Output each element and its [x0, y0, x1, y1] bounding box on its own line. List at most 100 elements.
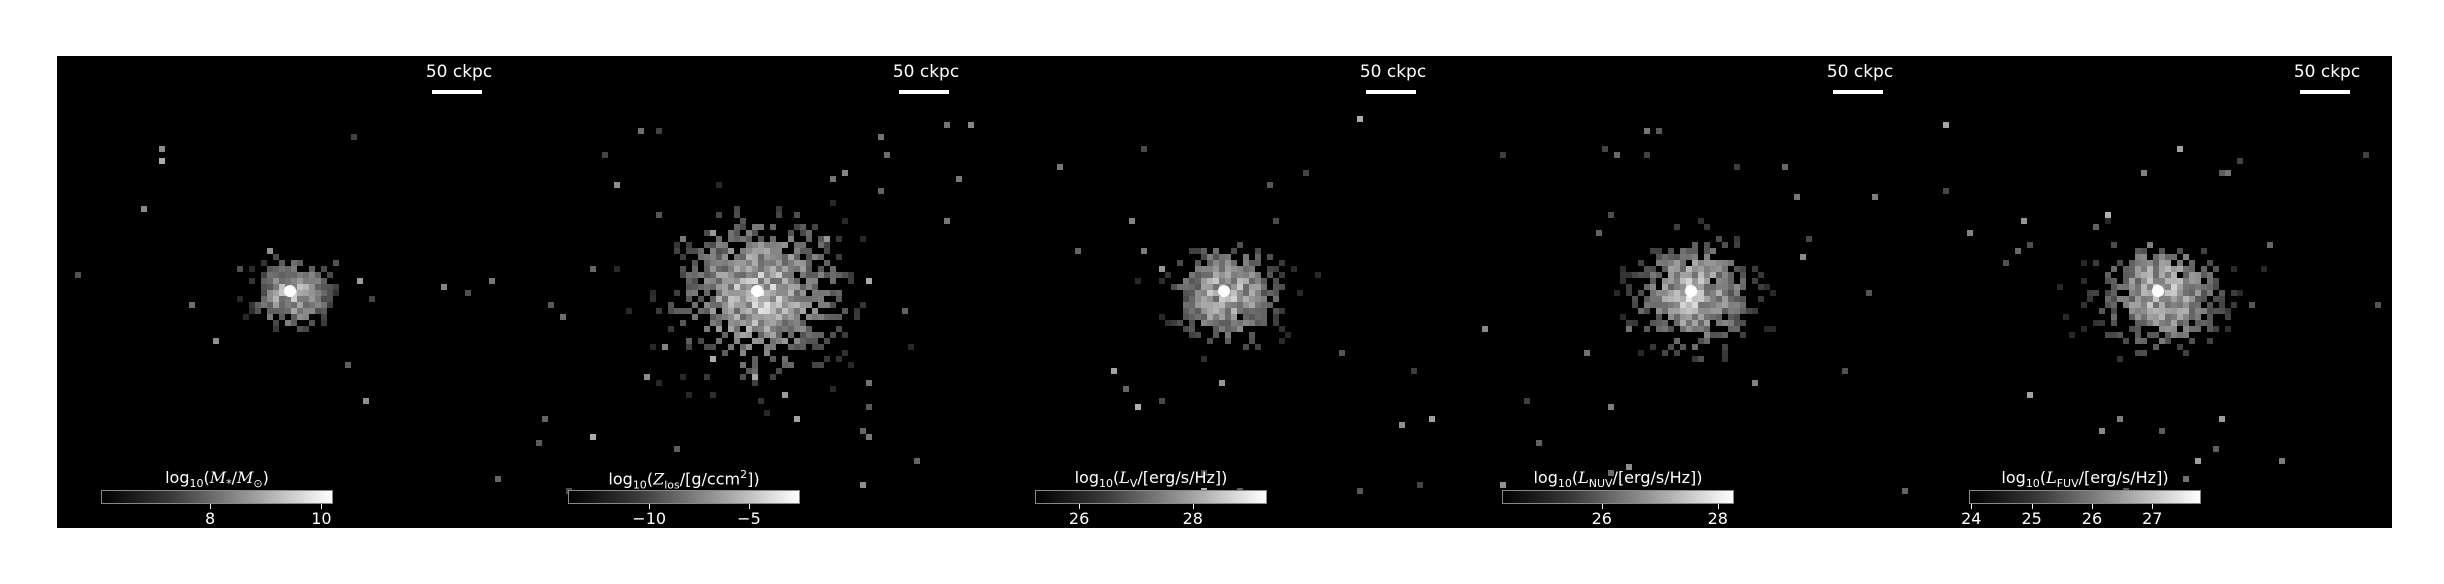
colorbar-tick: [1079, 504, 1081, 509]
pixel: [327, 302, 333, 308]
pixel: [788, 296, 794, 302]
pixel: [1680, 308, 1686, 314]
scale-bar: [1366, 90, 1416, 94]
pixel: [722, 332, 728, 338]
pixel: [710, 278, 716, 284]
pixel: [1219, 314, 1225, 320]
pixel: [1722, 332, 1728, 338]
pixel: [1201, 320, 1207, 326]
pixel: [2195, 290, 2201, 296]
pixel: [2135, 302, 2141, 308]
pixel: [1129, 218, 1135, 224]
pixel: [1111, 368, 1117, 374]
pixel: [686, 242, 692, 248]
cbar-prefix: log: [165, 468, 190, 487]
pixel: [728, 290, 734, 296]
pixel: [740, 350, 746, 356]
pixel: [1225, 296, 1231, 302]
pixel: [1650, 320, 1656, 326]
pixel: [1201, 308, 1207, 314]
pixel: [1135, 278, 1141, 284]
pixel: [782, 260, 788, 266]
pixel: [722, 278, 728, 284]
pixel: [1249, 284, 1255, 290]
pixel: [728, 302, 734, 308]
pixel: [716, 284, 722, 290]
pixel: [279, 296, 285, 302]
pixel: [321, 278, 327, 284]
cbar-sup: 2: [740, 468, 748, 481]
pixel: [303, 272, 309, 278]
pixel: [704, 254, 710, 260]
pixel: [1680, 314, 1686, 320]
pixel: [1686, 296, 1692, 302]
pixel: [704, 344, 710, 350]
pixel: [1219, 308, 1225, 314]
pixel: [351, 134, 357, 140]
pixel: [1237, 320, 1243, 326]
pixel: [1183, 284, 1189, 290]
pixel: [1698, 302, 1704, 308]
pixel: [1716, 308, 1722, 314]
pixel: [357, 278, 363, 284]
pixel: [776, 266, 782, 272]
pixel: [1722, 302, 1728, 308]
pixel: [279, 272, 285, 278]
pixel: [806, 266, 812, 272]
pixel: [842, 170, 848, 176]
pixel: [2231, 266, 2237, 272]
pixel: [1722, 260, 1728, 266]
pixel: [2153, 344, 2159, 350]
pixel: [1123, 386, 1129, 392]
pixel: [249, 266, 255, 272]
pixel: [806, 338, 812, 344]
pixel: [776, 326, 782, 332]
pixel: [1710, 272, 1716, 278]
pixel: [1219, 260, 1225, 266]
pixel: [752, 272, 758, 278]
pixel: [279, 290, 285, 296]
pixel: [1249, 314, 1255, 320]
pixel: [542, 416, 548, 422]
pixel: [2219, 290, 2225, 296]
pixel: [740, 236, 746, 242]
pixel: [782, 314, 788, 320]
pixel: [770, 236, 776, 242]
pixel: [746, 344, 752, 350]
pixel: [309, 302, 315, 308]
pixel: [800, 296, 806, 302]
pixel: [1213, 320, 1219, 326]
pixel: [716, 320, 722, 326]
pixel: [1704, 272, 1710, 278]
pixel: [1207, 296, 1213, 302]
pixel: [788, 314, 794, 320]
pixel: [644, 374, 650, 380]
pixel: [1698, 296, 1704, 302]
pixel: [2177, 248, 2183, 254]
pixel: [1189, 320, 1195, 326]
pixel: [1650, 266, 1656, 272]
pixel: [830, 302, 836, 308]
pixel: [776, 212, 782, 218]
pixel: [1255, 302, 1261, 308]
colorbar: log10(LV/[erg/s/Hz]) 26 28: [1035, 468, 1267, 528]
pixel: [848, 362, 854, 368]
cbar-prefix: log: [1533, 468, 1558, 487]
pixel: [2153, 254, 2159, 260]
pixel: [1674, 308, 1680, 314]
pixel: [279, 266, 285, 272]
pixel: [1279, 272, 1285, 278]
pixel: [2225, 314, 2231, 320]
pixel: [740, 278, 746, 284]
pixel: [1417, 482, 1423, 488]
pixel: [1746, 308, 1752, 314]
pixel: [1201, 272, 1207, 278]
pixel: [770, 272, 776, 278]
pixel: [716, 182, 722, 188]
pixel: [770, 248, 776, 254]
pixel: [1614, 152, 1620, 158]
pixel: [1656, 320, 1662, 326]
pixel: [1237, 296, 1243, 302]
pixel: [830, 332, 836, 338]
pixel: [1662, 260, 1668, 266]
